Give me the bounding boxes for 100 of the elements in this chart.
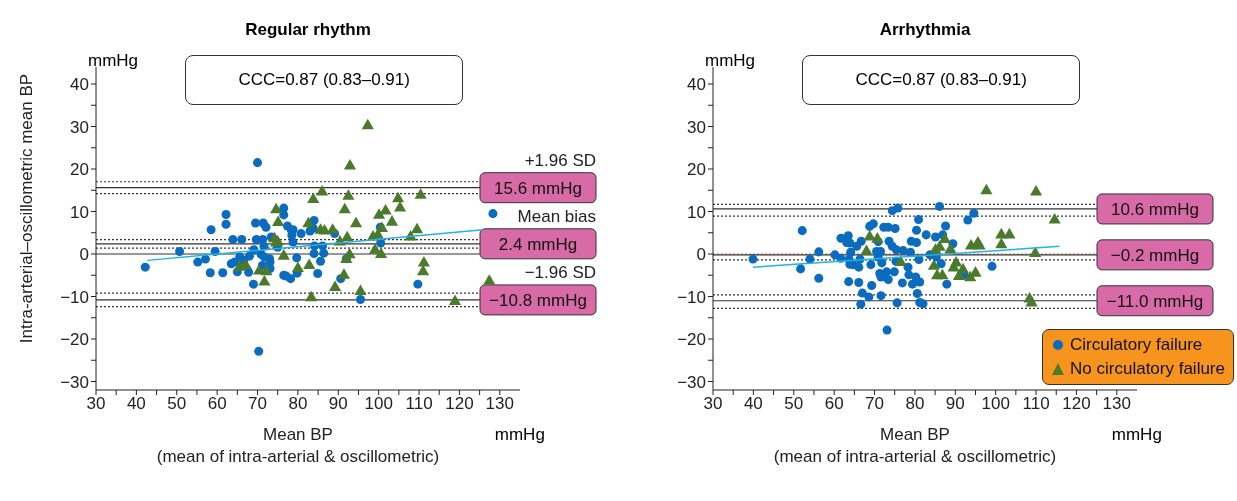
point [305, 290, 318, 302]
point [936, 268, 949, 280]
point [343, 159, 357, 170]
x-tick-label: 60 [824, 394, 844, 414]
point [393, 201, 407, 212]
point [303, 258, 316, 269]
x-tick-label: 60 [207, 394, 227, 414]
x-tick-label: 30 [703, 394, 723, 414]
ref-line-label: −0.2 mmHg [1110, 245, 1200, 265]
point [272, 215, 285, 227]
point [1025, 295, 1038, 307]
y-tick-label: 10 [70, 202, 89, 222]
point [270, 202, 283, 214]
point [1003, 227, 1016, 239]
x-tick-label: 130 [1102, 394, 1131, 414]
point [860, 244, 873, 255]
point [361, 118, 374, 130]
x-tick-label: 80 [288, 394, 308, 414]
point [448, 294, 462, 306]
x-tick-label: 110 [405, 394, 433, 414]
y-tick-label: −30 [677, 372, 706, 392]
x-tick-label: 70 [865, 394, 884, 414]
point [258, 275, 271, 286]
point [1029, 184, 1043, 196]
x-tick-label: 80 [905, 394, 925, 414]
point [414, 188, 427, 199]
point [368, 243, 382, 254]
x-tick-label: 40 [743, 394, 763, 414]
point [417, 255, 430, 267]
point [316, 184, 329, 196]
x-tick-label: 50 [167, 394, 187, 414]
point [385, 215, 399, 226]
y-tick-label: 20 [70, 160, 89, 180]
point [277, 249, 290, 260]
x-tick-label: 100 [981, 394, 1010, 414]
point [391, 191, 405, 203]
y-tick-label: 20 [687, 160, 706, 180]
point [318, 224, 331, 235]
annotation: mmHg [705, 51, 756, 71]
y-tick-label: −30 [60, 372, 89, 392]
point [328, 280, 342, 292]
ref-line-label: 15.6 mmHg [494, 178, 582, 198]
point [372, 208, 386, 219]
annotation: mmHg [88, 51, 139, 71]
x-tick-label: 130 [485, 394, 514, 414]
ref-line-label: −10.8 mmHg [489, 290, 587, 310]
y-tick-label: 10 [687, 202, 706, 222]
x-tick-label: 90 [945, 394, 965, 414]
text: mmHg [494, 425, 545, 445]
legend-label: No circulatory failure [1070, 358, 1225, 380]
y-tick-label: 0 [696, 245, 706, 265]
x-tick-label: 30 [86, 394, 106, 414]
text: +1.96 SD [524, 150, 596, 170]
y-tick-label: −20 [60, 330, 89, 350]
y-tick-label: 40 [687, 75, 706, 95]
point [375, 247, 388, 258]
point [995, 237, 1008, 249]
point [894, 255, 907, 267]
point [349, 216, 363, 228]
point [302, 216, 315, 228]
y-tick-label: −10 [60, 287, 89, 307]
point [291, 261, 304, 272]
y-tick-label: −20 [677, 330, 706, 350]
point [338, 202, 351, 214]
text-frame: CCC=0.87 (0.83–0.91) [184, 55, 464, 105]
point [929, 243, 942, 254]
point [341, 230, 354, 242]
point [1029, 246, 1042, 258]
point [871, 232, 884, 243]
y-tick-label: 30 [70, 117, 89, 137]
point [307, 192, 320, 204]
x-tick-label: 110 [1022, 394, 1050, 414]
ref-line-label: 10.6 mmHg [1111, 199, 1199, 219]
chart-title: Regular rhythm [244, 20, 372, 40]
point [354, 284, 367, 295]
text: mmHg [1111, 425, 1162, 445]
y-tick-label: 40 [70, 75, 89, 95]
text: −1.96 SD [524, 262, 596, 282]
y-tick-label: 30 [687, 117, 706, 137]
y-tick-label: −10 [677, 287, 706, 307]
legend-label: Circulatory failure [1070, 334, 1203, 356]
x-tick-label: 50 [784, 394, 804, 414]
point [944, 242, 957, 254]
chart-title: Arrhythmia [878, 20, 972, 40]
annotation: Mean bias [517, 206, 596, 226]
x-tick-label: 90 [328, 394, 348, 414]
x-tick-label: 100 [364, 394, 393, 414]
y-tick-label: 0 [79, 245, 89, 265]
point [342, 189, 355, 200]
x-tick-label: 120 [1062, 394, 1091, 414]
point [337, 268, 351, 279]
point [927, 259, 940, 270]
point [1048, 212, 1061, 224]
point [980, 183, 993, 195]
point [410, 222, 424, 234]
x-tick-label: 70 [248, 394, 267, 414]
x-tick-label: 40 [126, 394, 146, 414]
ref-line-label: 2.4 mmHg [498, 234, 578, 254]
point [947, 261, 960, 272]
point [483, 274, 496, 285]
